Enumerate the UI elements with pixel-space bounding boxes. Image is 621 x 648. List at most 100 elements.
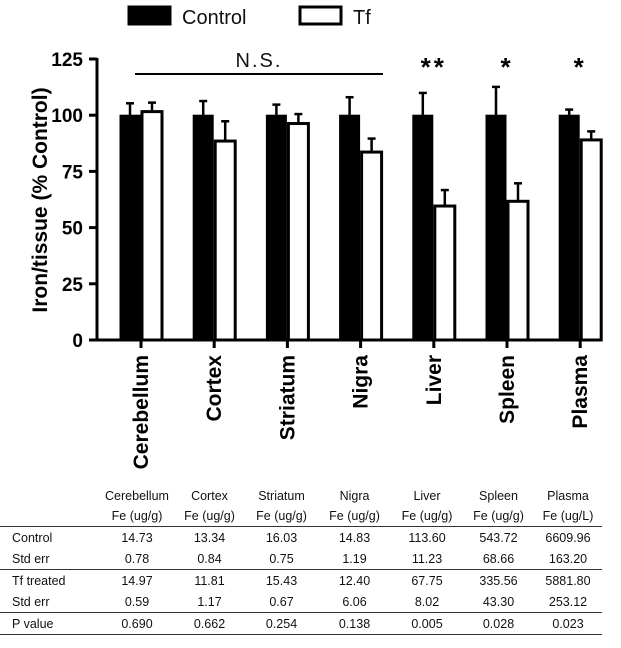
table-row: Std err 0.59 1.17 0.67 6.06 8.02 43.30 253.12 bbox=[0, 591, 602, 613]
x-tick-label: Plasma bbox=[569, 355, 592, 429]
bar-control-nigra bbox=[339, 114, 361, 341]
table-cell: 15.43 bbox=[245, 569, 318, 591]
table-cell: 1.19 bbox=[342, 551, 367, 566]
y-tick-label: 50 bbox=[62, 219, 83, 240]
bar-control-cerebellum bbox=[119, 114, 141, 341]
table-cell: 0.59 bbox=[124, 594, 150, 609]
bar-tf-spleen bbox=[506, 199, 530, 342]
table-cell: 0.67 bbox=[269, 594, 294, 609]
bar-control-cortex bbox=[192, 114, 214, 341]
table-cell: 67.75 bbox=[391, 569, 463, 591]
table-cell: 0.254 bbox=[245, 612, 318, 635]
table-cell: 0.005 bbox=[391, 612, 463, 635]
table-cell: 5881.80 bbox=[534, 569, 602, 591]
table-header-cell: Striatum bbox=[258, 489, 305, 503]
table-header-cell: Spleen bbox=[479, 489, 518, 503]
table-corner-cell bbox=[0, 506, 100, 527]
table-header-cell: Fe (ug/g) bbox=[401, 509, 453, 523]
y-tick-label: 125 bbox=[51, 50, 83, 71]
table-row: Control 14.73 13.34 16.03 14.83 113.60 543.72 6… bbox=[0, 526, 602, 548]
table-cell: 8.02 bbox=[414, 594, 440, 609]
bar-tf-plasma bbox=[579, 138, 603, 342]
table-header-cell: Fe (ug/g) bbox=[473, 509, 524, 523]
table-header: Cerebellum Cortex Striatum Nigra Liver Spleen… bbox=[0, 486, 602, 527]
table-header-cell: Nigra bbox=[339, 489, 370, 503]
table-cell: 0.023 bbox=[534, 612, 602, 635]
table-cell: 543.72 bbox=[463, 526, 534, 548]
table-header-cell: Cortex bbox=[191, 489, 228, 503]
x-tick-label: Cerebellum bbox=[130, 355, 153, 469]
table-header-cell: Fe (ug/g) bbox=[111, 509, 163, 523]
significance-stars: * bbox=[500, 52, 513, 82]
table-body: Control 14.73 13.34 16.03 14.83 113.60 543.72 6… bbox=[0, 526, 602, 635]
table-cell: 0.028 bbox=[463, 612, 534, 635]
table-cell: 14.97 bbox=[100, 569, 174, 591]
table-header-cell: Liver bbox=[413, 489, 441, 503]
table-cell: 0.75 bbox=[269, 551, 294, 566]
bar-control-striatum bbox=[265, 114, 287, 341]
table-cell: 11.81 bbox=[174, 569, 245, 591]
bar-tf-cortex bbox=[213, 139, 237, 342]
bar-tf-cerebellum bbox=[140, 110, 164, 342]
table-row-label: Std err bbox=[12, 594, 50, 609]
table-cell: 14.73 bbox=[100, 526, 174, 548]
y-tick-label: 100 bbox=[51, 106, 83, 127]
table-cell: 253.12 bbox=[548, 594, 588, 609]
table-cell: 0.690 bbox=[100, 612, 174, 635]
table-cell: 335.56 bbox=[463, 569, 534, 591]
table-cell: 13.34 bbox=[174, 526, 245, 548]
significance-stars: ** bbox=[421, 52, 447, 82]
table-cell: 0.662 bbox=[174, 612, 245, 635]
table-cell: 43.30 bbox=[482, 594, 515, 609]
table-cell: 68.66 bbox=[482, 551, 515, 566]
table-cell: 163.20 bbox=[548, 551, 588, 566]
x-tick-label: Cortex bbox=[203, 355, 226, 422]
bar-control-plasma bbox=[558, 114, 580, 341]
table-cell: 113.60 bbox=[391, 526, 463, 548]
table-cell: 0.84 bbox=[197, 551, 222, 566]
table-cell: 6609.96 bbox=[534, 526, 602, 548]
iron-data-table: Cerebellum Cortex Striatum Nigra Liver Spleen… bbox=[0, 486, 602, 635]
table-row: Std err 0.78 0.84 0.75 1.19 11.23 68.66 163.20 bbox=[0, 548, 602, 570]
significance-stars: * bbox=[574, 52, 587, 82]
bar-tf-liver bbox=[433, 204, 457, 342]
x-tick-label: Striatum bbox=[276, 355, 299, 440]
bar-control-liver bbox=[412, 114, 434, 341]
legend-label-tf: Tf bbox=[353, 7, 371, 29]
table-header-cell: Plasma bbox=[547, 489, 589, 503]
y-tick-label: 0 bbox=[72, 331, 83, 352]
legend-swatch-tf bbox=[298, 5, 343, 26]
table-header-cell: Cerebellum bbox=[105, 489, 169, 503]
x-tick-label: Spleen bbox=[496, 355, 519, 424]
table-header-cell: Fe (ug/g) bbox=[329, 509, 380, 523]
x-tick-label: Liver bbox=[423, 355, 446, 405]
table-cell: 12.40 bbox=[318, 569, 391, 591]
table-row-label: P value bbox=[0, 612, 100, 635]
table-row: Tf treated 14.97 11.81 15.43 12.40 67.75 335.5… bbox=[0, 569, 602, 591]
table-header-cell: Fe (ug/g) bbox=[256, 509, 307, 523]
table-row: P value 0.690 0.662 0.254 0.138 0.005 0.028 0.0… bbox=[0, 612, 602, 635]
bar-tf-nigra bbox=[360, 150, 384, 342]
table-header-row: Fe (ug/g) Fe (ug/g) Fe (ug/g) Fe (ug/g) Fe (… bbox=[0, 506, 602, 527]
table-corner-cell bbox=[0, 486, 100, 506]
table-header-cell: Fe (ug/L) bbox=[542, 509, 594, 523]
table-header-row: Cerebellum Cortex Striatum Nigra Liver Spleen… bbox=[0, 486, 602, 506]
table-cell: 0.138 bbox=[318, 612, 391, 635]
table-header-cell: Fe (ug/g) bbox=[184, 509, 235, 523]
table-cell: 11.23 bbox=[411, 551, 443, 566]
table-cell: 0.78 bbox=[124, 551, 150, 566]
table-cell: 6.06 bbox=[342, 594, 367, 609]
y-tick-label: 75 bbox=[62, 162, 84, 183]
bar-chart: Control Tf 0 25 50 75 100 125 Iron/tissue (% Con… bbox=[29, 5, 603, 469]
x-tick-label: Nigra bbox=[350, 355, 373, 409]
legend-label-control: Control bbox=[182, 7, 246, 29]
table-row-label: Tf treated bbox=[0, 569, 100, 591]
bar-tf-striatum bbox=[286, 122, 310, 342]
y-axis-label: Iron/tissue (% Control) bbox=[29, 87, 52, 312]
iron-data-table-container: Cerebellum Cortex Striatum Nigra Liver Spleen… bbox=[0, 486, 621, 635]
table-row-label: Control bbox=[0, 526, 100, 548]
table-cell: 16.03 bbox=[245, 526, 318, 548]
legend-swatch-control bbox=[127, 5, 172, 26]
ns-label: N.S. bbox=[236, 50, 283, 72]
table-cell: 14.83 bbox=[318, 526, 391, 548]
